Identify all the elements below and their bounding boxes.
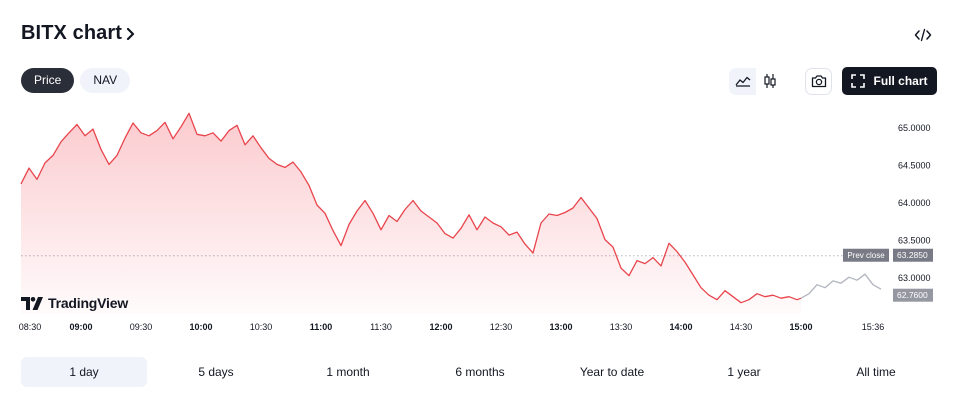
price-area-fill <box>21 113 801 314</box>
time-tick-label: 15:36 <box>862 322 885 332</box>
range-1-year[interactable]: 1 year <box>727 365 761 379</box>
tradingview-logo-text: TradingView <box>48 295 129 311</box>
price-tick-label: 64.0000 <box>898 198 931 208</box>
chart-title-link[interactable]: BITX chart <box>21 22 135 45</box>
prev-close-value: 63.2850 <box>897 250 928 260</box>
time-tick-label: 13:30 <box>610 322 633 332</box>
area-chart-icon <box>734 76 750 87</box>
time-tick-label: 10:30 <box>250 322 273 332</box>
range-year-to-date[interactable]: Year to date <box>579 365 645 379</box>
range-1-day[interactable]: 1 day <box>21 357 147 387</box>
time-axis: 08:30 09:00 09:30 10:00 10:30 11:00 11:30 12:00… <box>19 322 885 332</box>
candlestick-icon <box>763 74 776 88</box>
range-all-time[interactable]: All time <box>856 365 896 379</box>
full-chart-label: Full chart <box>873 74 928 88</box>
tradingview-logo[interactable]: TradingView <box>21 295 128 311</box>
series-tabs: Price NAV <box>21 68 131 93</box>
after-hours-line <box>800 273 882 299</box>
time-tick-label: 09:00 <box>69 322 92 332</box>
chevron-right-icon <box>126 27 135 40</box>
area-chart-button[interactable] <box>729 67 756 95</box>
full-chart-button[interactable]: Full chart <box>842 67 937 95</box>
time-tick-label: 08:30 <box>19 322 42 332</box>
price-tick-label: 63.0000 <box>898 273 931 283</box>
last-price-value: 62.7600 <box>897 290 928 300</box>
code-embed-icon[interactable] <box>914 26 932 44</box>
time-tick-label: 14:30 <box>730 322 753 332</box>
price-tick-label: 63.5000 <box>898 236 931 246</box>
range-5-days[interactable]: 5 days <box>198 365 234 379</box>
last-price-tag <box>893 288 933 302</box>
price-tick-label: 64.5000 <box>898 160 931 170</box>
tab-nav[interactable]: NAV <box>80 68 131 93</box>
tab-price[interactable]: Price <box>21 68 75 93</box>
prev-close-label: Prev close <box>847 251 885 260</box>
expand-icon <box>851 74 866 88</box>
time-tick-label: 13:00 <box>549 322 572 332</box>
chart-title: BITX chart <box>21 22 123 44</box>
camera-icon <box>811 75 826 88</box>
price-chart[interactable]: 65.0000 64.5000 64.0000 63.5000 63.0000 Prev … <box>0 108 960 338</box>
time-tick-label: 09:30 <box>130 322 153 332</box>
prev-close-tag <box>843 248 889 262</box>
time-tick-label: 14:00 <box>669 322 692 332</box>
chart-toolbar: Full chart <box>729 67 937 95</box>
chart-style-switch <box>729 67 783 95</box>
prev-close-value-tag <box>893 248 933 262</box>
price-line <box>20 112 802 304</box>
time-tick-label: 10:00 <box>189 322 212 332</box>
price-axis: 65.0000 64.5000 64.0000 63.5000 63.0000 Prev … <box>843 123 933 302</box>
time-tick-label: 12:00 <box>429 322 452 332</box>
time-tick-label: 15:00 <box>789 322 812 332</box>
price-tick-label: 65.0000 <box>898 123 931 133</box>
range-1-month[interactable]: 1 month <box>326 365 370 379</box>
tradingview-logo-icon <box>21 296 43 310</box>
snapshot-button[interactable] <box>805 67 832 95</box>
time-tick-label: 11:30 <box>370 322 392 332</box>
time-tick-label: 12:30 <box>490 322 513 332</box>
range-6-months[interactable]: 6 months <box>455 365 505 379</box>
plot-area <box>20 112 888 314</box>
time-tick-label: 11:00 <box>310 322 333 332</box>
range-selector: 1 day 5 days 1 month 6 months Year to da… <box>21 357 939 387</box>
candlestick-button[interactable] <box>756 68 783 95</box>
